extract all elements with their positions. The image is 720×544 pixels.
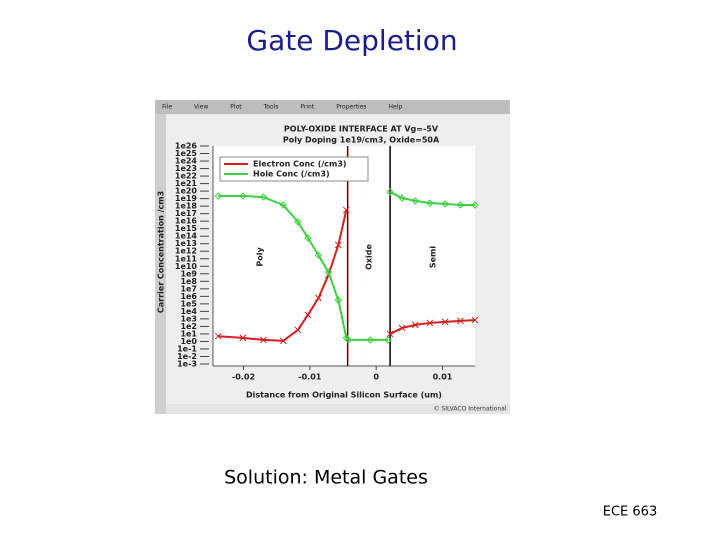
y-tick-label: 1e-3 [177, 360, 197, 369]
y-tick-label: 1e26 [175, 142, 198, 151]
y-tick-label: 1e10 [175, 262, 198, 271]
y-tick-label: 1e24 [175, 157, 198, 166]
y-tick-label: 1e23 [175, 164, 197, 173]
y-tick-label: 1e25 [175, 149, 198, 158]
legend [219, 156, 369, 182]
marker [457, 317, 464, 325]
y-tick-label: 1e4 [180, 307, 197, 316]
legend-label: Electron Conc (/cm3) [253, 160, 347, 169]
y-tick-label: 1e0 [180, 337, 197, 346]
menu-item: View [194, 104, 208, 111]
marker [259, 193, 268, 201]
region-label: Oxide [364, 244, 373, 270]
marker [335, 241, 342, 249]
y-tick-label: 1e5 [180, 299, 197, 308]
menu-bar [155, 100, 510, 114]
y-tick-label: 1e15 [175, 224, 198, 233]
menu-item: Print [300, 104, 314, 111]
menu-item: Help [389, 104, 403, 111]
x-tick-label: -0.02 [232, 373, 255, 382]
marker [366, 336, 374, 344]
y-tick-label: 1e3 [180, 314, 197, 323]
x-tick-label: -0.01 [298, 373, 321, 382]
chart-title: POLY-OXIDE INTERFACE AT Vg=-5V [284, 125, 439, 134]
marker [294, 326, 302, 334]
marker [471, 201, 479, 209]
marker [411, 321, 419, 329]
marker [398, 194, 406, 202]
slide-title: Gate Depletion [246, 24, 457, 57]
region-label: Semi [429, 246, 438, 269]
marker [344, 336, 353, 344]
region-label: Poly [256, 247, 265, 267]
marker [471, 316, 479, 324]
marker [315, 294, 322, 302]
y-tick-label: 1e13 [175, 239, 197, 248]
y-tick-label: 1e1 [180, 329, 197, 338]
marker [314, 251, 323, 259]
y-tick-label: 1e14 [175, 232, 198, 241]
marker [304, 311, 312, 319]
marker [334, 296, 343, 304]
marker [214, 192, 223, 200]
marker [426, 199, 434, 207]
y-tick-label: 1e9 [180, 269, 197, 278]
x-tick-label: 0.01 [433, 373, 453, 382]
y-tick-label: 1e8 [180, 277, 197, 286]
status-bar [166, 404, 510, 414]
marker [441, 200, 449, 208]
marker [342, 206, 350, 214]
marker [324, 268, 333, 276]
marker [426, 319, 434, 327]
footer: ECE 663 [603, 505, 657, 520]
y-tick-label: 1e-2 [177, 352, 197, 361]
menu-item: File [162, 104, 172, 111]
marker [260, 336, 267, 344]
marker [386, 330, 394, 338]
y-tick-label: 1e16 [175, 217, 198, 226]
caption: Solution: Metal Gates [224, 467, 428, 489]
y-tick-label: 1e17 [175, 209, 197, 218]
y-tick-label: 1e22 [175, 172, 197, 181]
y-tick-label: 1e2 [180, 322, 197, 331]
marker [441, 318, 449, 326]
y-tick-label: 1e7 [180, 284, 197, 293]
marker [384, 336, 392, 344]
marker [294, 218, 302, 226]
y-tick-label: 1e11 [175, 254, 198, 263]
menu-item: Properties [336, 104, 366, 111]
marker [398, 324, 406, 332]
chart-subtitle: Poly Doping 1e19/cm3, Oxide=50A [283, 136, 440, 145]
y-axis-title: Carrier Concentration /cm3 [157, 191, 166, 313]
marker [239, 334, 247, 342]
y-tick-label: 1e21 [175, 179, 198, 188]
marker [214, 332, 222, 340]
menu-item: Tools [263, 104, 279, 111]
y-tick-label: 1e6 [180, 292, 197, 301]
marker [279, 201, 288, 209]
marker [304, 234, 312, 242]
marker [239, 192, 247, 200]
marker [456, 201, 465, 209]
x-axis-title: Distance from Original Silicon Surface (… [246, 391, 442, 400]
y-tick-label: 1e12 [175, 247, 197, 256]
y-tick-label: 1e19 [175, 194, 198, 203]
credit: © SILVACO International [433, 406, 506, 413]
legend-label: Hole Conc (/cm3) [253, 170, 330, 179]
menu-item: Plot [230, 104, 242, 111]
x-tick-label: 0 [373, 373, 379, 382]
marker [386, 188, 394, 196]
marker [411, 197, 420, 205]
y-tick-label: 1e20 [175, 187, 198, 196]
marker [279, 337, 287, 345]
y-tick-label: 1e18 [175, 202, 198, 211]
y-tick-label: 1e-1 [177, 344, 197, 353]
series-line [218, 191, 475, 341]
